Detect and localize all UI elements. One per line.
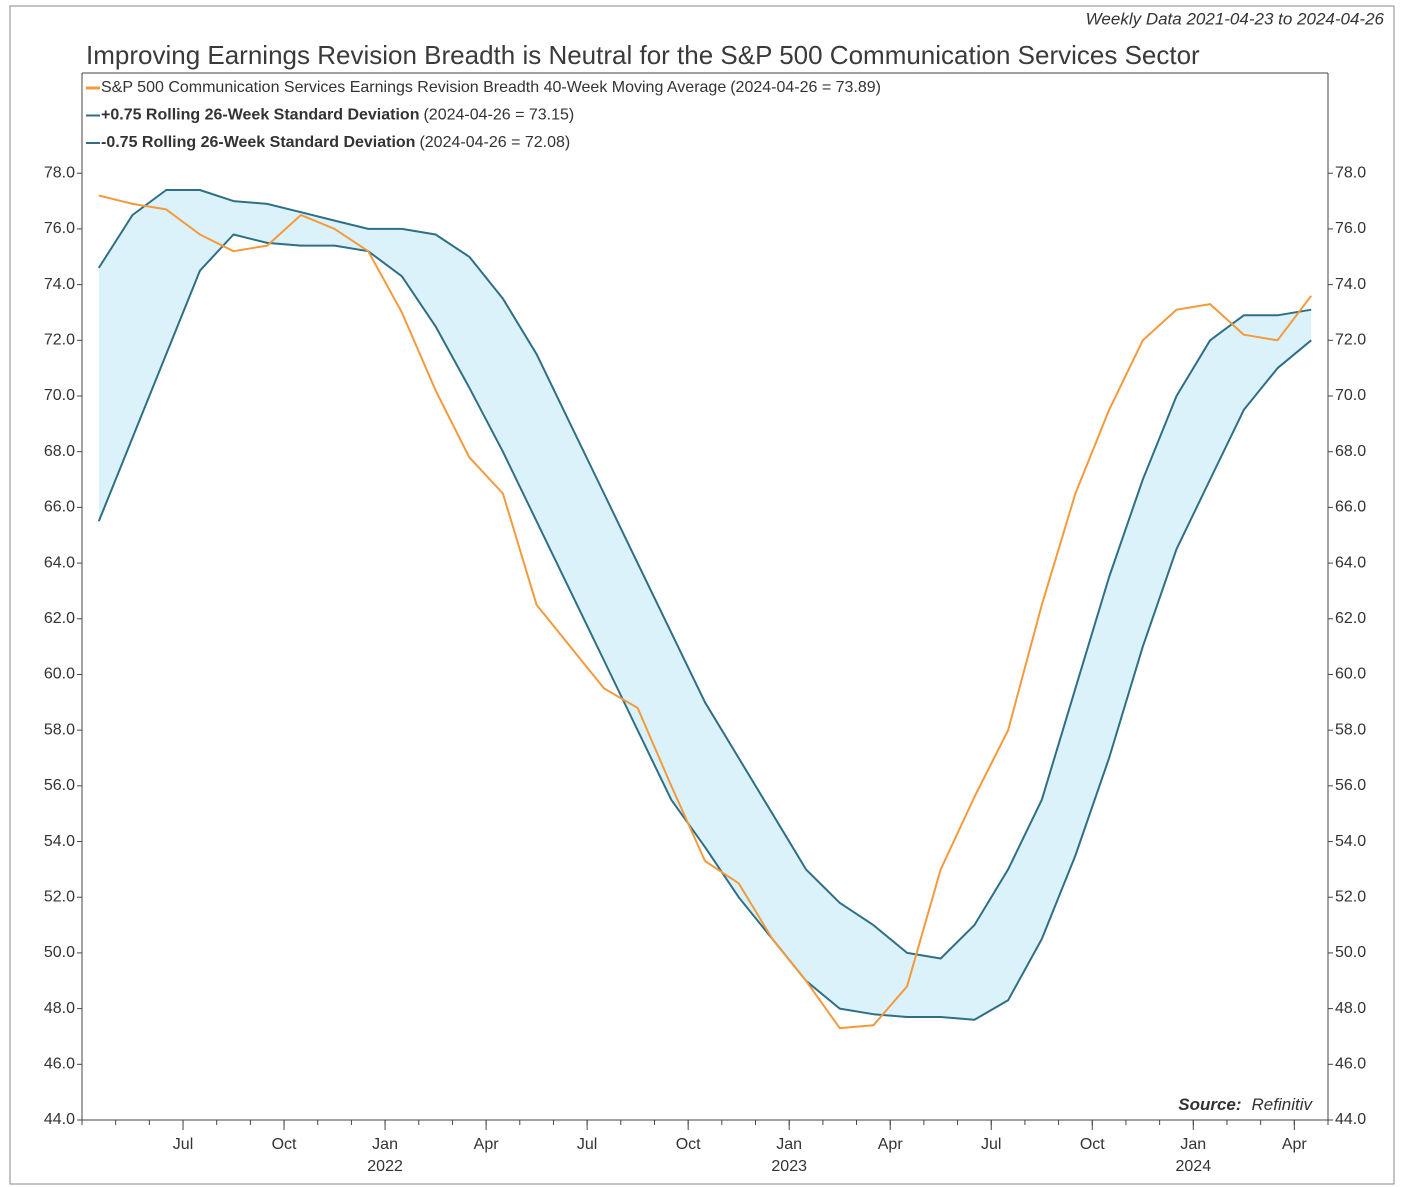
- legend-note: (2024-04-26 = 73.15): [423, 107, 574, 124]
- y-tick-label-right: 68.0: [1335, 443, 1366, 460]
- y-tick-label-right: 66.0: [1335, 499, 1366, 516]
- x-tick-label: Apr: [474, 1136, 500, 1153]
- y-tick-label-right: 56.0: [1335, 777, 1366, 794]
- y-tick-label: 78.0: [44, 164, 75, 181]
- legend-entry: -0.75 Rolling 26-Week Standard Deviation…: [101, 134, 570, 151]
- y-tick-label-right: 44.0: [1335, 1111, 1366, 1128]
- x-tick-label: Apr: [878, 1136, 904, 1153]
- y-tick-label-right: 76.0: [1335, 220, 1366, 237]
- series-line: [98, 194, 1312, 1030]
- x-tick-label: Oct: [1080, 1136, 1105, 1153]
- x-tick-label: Jan: [1180, 1136, 1206, 1153]
- y-tick-label-right: 74.0: [1335, 276, 1366, 293]
- legend-entry: S&P 500 Communication Services Earnings …: [101, 79, 881, 96]
- legend-note: (2024-04-26 = 73.89): [730, 79, 881, 96]
- x-tick-label: Jul: [577, 1136, 597, 1153]
- x-tick-label: Oct: [676, 1136, 701, 1153]
- series-line: [97, 233, 1312, 1021]
- y-tick-label: 76.0: [44, 220, 75, 237]
- legend-name: -0.75 Rolling 26-Week Standard Deviation: [101, 134, 415, 151]
- y-tick-label-right: 62.0: [1335, 610, 1366, 627]
- y-tick-label-right: 78.0: [1335, 164, 1366, 181]
- y-tick-label-right: 50.0: [1335, 944, 1366, 961]
- x-tick-label: Jan: [776, 1136, 802, 1153]
- y-tick-label: 52.0: [44, 888, 75, 905]
- y-tick-label: 62.0: [44, 610, 75, 627]
- y-tick-label: 56.0: [44, 777, 75, 794]
- legend-name: +0.75 Rolling 26-Week Standard Deviation: [101, 107, 419, 124]
- x-tick-label: Jan: [372, 1136, 398, 1153]
- y-tick-label: 60.0: [44, 666, 75, 683]
- y-tick-label: 68.0: [44, 443, 75, 460]
- chart-title: Improving Earnings Revision Breadth is N…: [86, 40, 1200, 70]
- y-tick-label: 72.0: [44, 332, 75, 349]
- y-tick-label: 50.0: [44, 944, 75, 961]
- y-tick-label: 64.0: [44, 554, 75, 571]
- y-tick-label-right: 64.0: [1335, 554, 1366, 571]
- y-tick-label: 74.0: [44, 276, 75, 293]
- y-tick-label: 44.0: [44, 1111, 75, 1128]
- y-tick-label-right: 46.0: [1335, 1056, 1366, 1073]
- legend-name: S&P 500 Communication Services Earnings …: [101, 79, 726, 96]
- y-tick-label-right: 72.0: [1335, 332, 1366, 349]
- source-label: Source:: [1178, 1095, 1241, 1114]
- y-tick-label-right: 48.0: [1335, 1000, 1366, 1017]
- x-tick-label: Jul: [173, 1136, 193, 1153]
- legend-bg: [83, 74, 1043, 156]
- x-tick-label: Oct: [272, 1136, 297, 1153]
- x-tick-label: Apr: [1282, 1136, 1308, 1153]
- y-tick-label: 58.0: [44, 721, 75, 738]
- y-tick-label-right: 60.0: [1335, 666, 1366, 683]
- y-tick-label-right: 70.0: [1335, 387, 1366, 404]
- y-tick-label: 54.0: [44, 833, 75, 850]
- y-tick-label: 48.0: [44, 1000, 75, 1017]
- y-tick-label-right: 54.0: [1335, 833, 1366, 850]
- chart-frame: [9, 5, 1395, 1185]
- y-tick-label: 46.0: [44, 1056, 75, 1073]
- y-tick-label: 66.0: [44, 499, 75, 516]
- chart-subtitle: Weekly Data 2021-04-23 to 2024-04-26: [1086, 9, 1385, 28]
- x-tick-year: 2023: [771, 1158, 807, 1175]
- source-name: Refinitiv: [1252, 1095, 1314, 1114]
- y-tick-label-right: 52.0: [1335, 888, 1366, 905]
- y-tick-label: 70.0: [44, 387, 75, 404]
- legend: S&P 500 Communication Services Earnings …: [83, 74, 1043, 156]
- legend-note: (2024-04-26 = 72.08): [419, 134, 570, 151]
- legend-entry: +0.75 Rolling 26-Week Standard Deviation…: [101, 107, 574, 124]
- y-tick-label-right: 58.0: [1335, 721, 1366, 738]
- x-tick-year: 2024: [1176, 1158, 1212, 1175]
- series-line: [97, 189, 1312, 960]
- x-tick-year: 2022: [367, 1158, 403, 1175]
- source: Source: Refinitiv: [1178, 1095, 1313, 1114]
- x-tick-label: Jul: [981, 1136, 1001, 1153]
